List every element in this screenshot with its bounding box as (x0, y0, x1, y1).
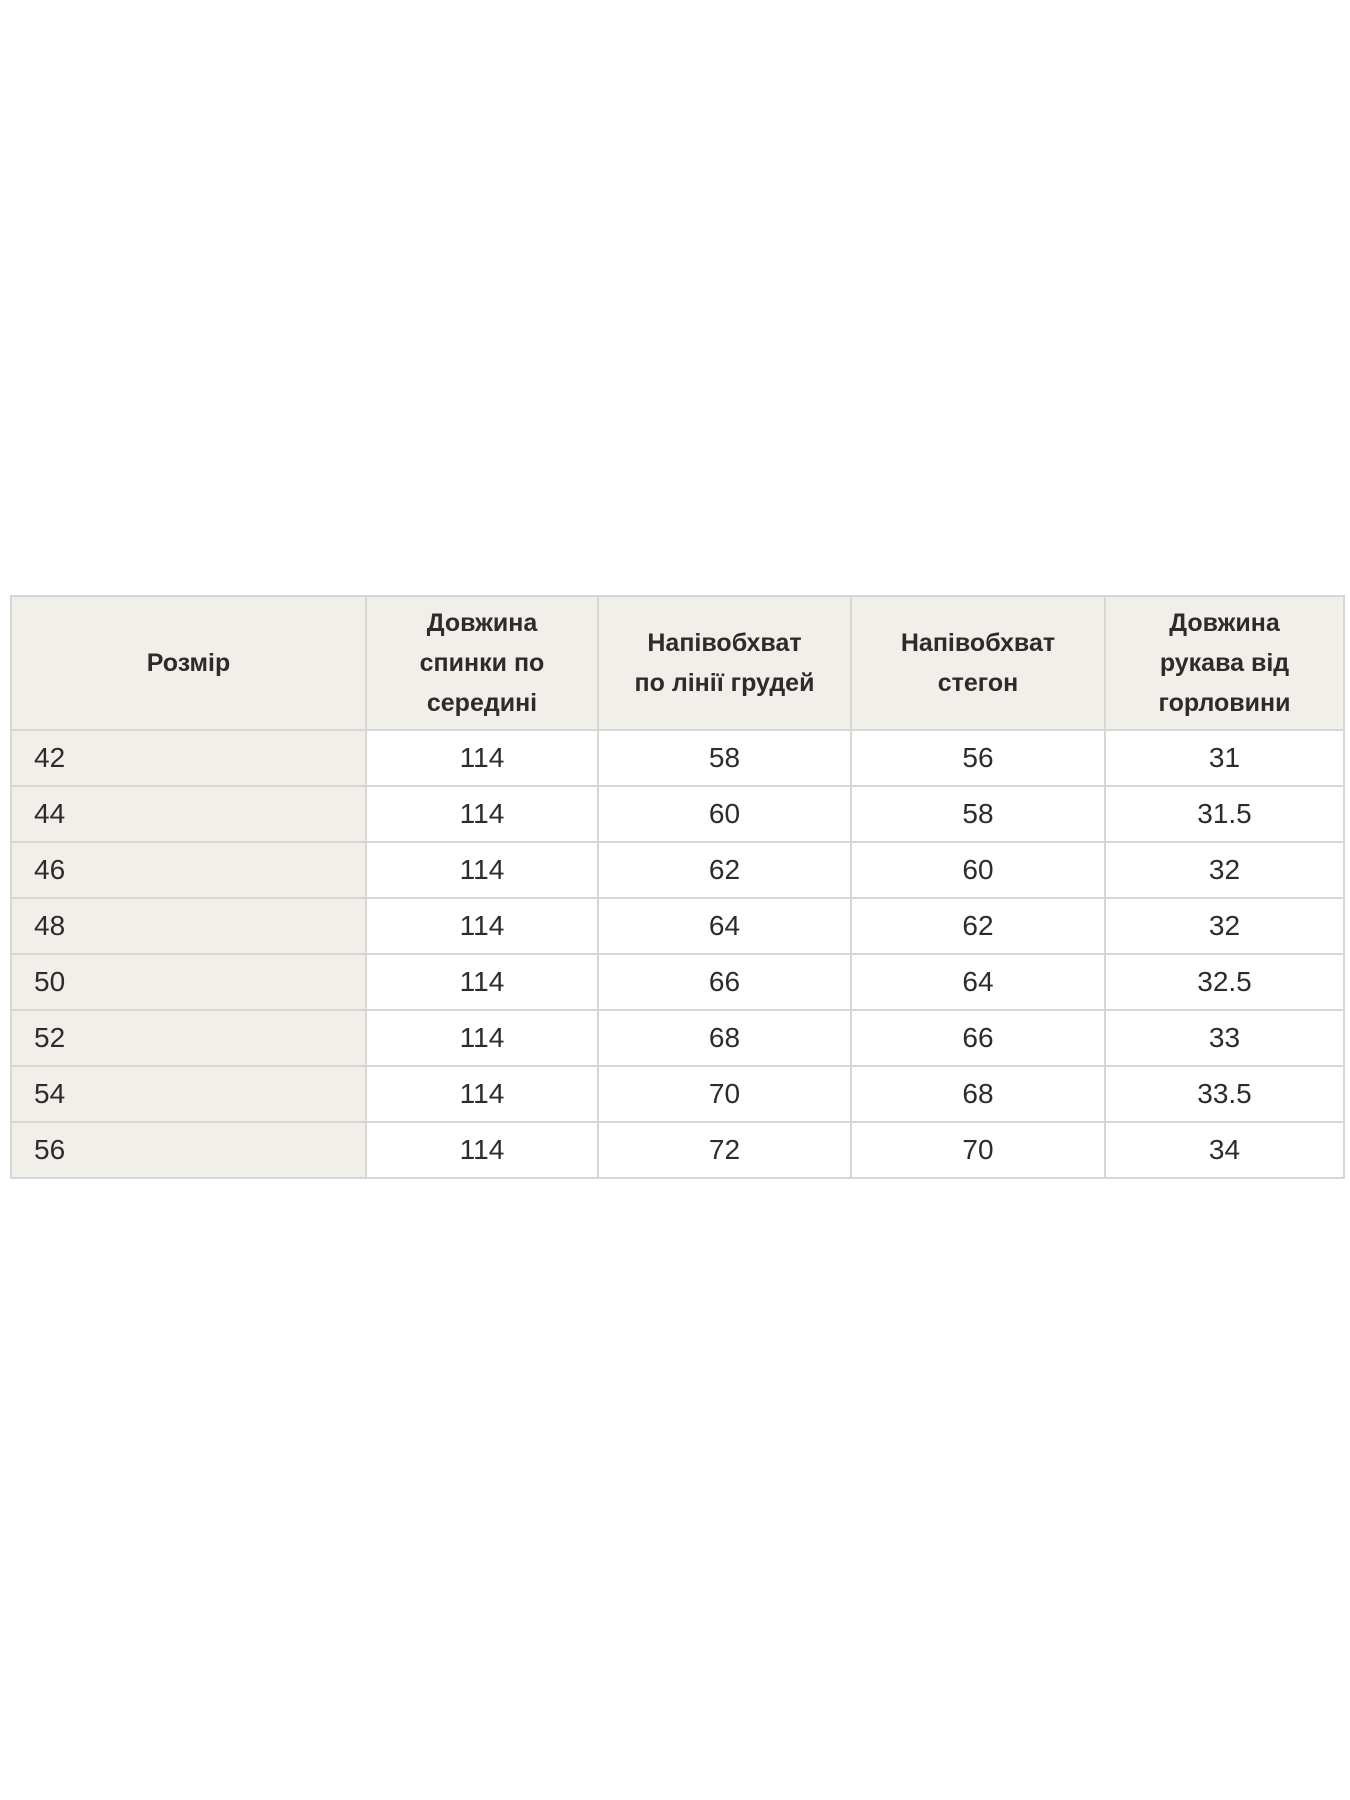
table-row: 56 114 72 70 34 (10, 1121, 1345, 1179)
size-cell: 42 (10, 729, 367, 787)
header-cell-half-hips: Напівобхват стегон (850, 595, 1106, 731)
size-cell: 50 (10, 953, 367, 1011)
size-cell: 52 (10, 1009, 367, 1067)
half-chest-cell: 58 (597, 729, 852, 787)
size-chart-table: Розмір Довжина спинки по середині Напіво… (10, 595, 1345, 1179)
table-row: 42 114 58 56 31 (10, 729, 1345, 787)
table-row: 46 114 62 60 32 (10, 841, 1345, 899)
half-hips-cell: 66 (850, 1009, 1106, 1067)
sleeve-length-cell: 34 (1104, 1121, 1345, 1179)
sleeve-length-cell: 32.5 (1104, 953, 1345, 1011)
sleeve-length-cell: 32 (1104, 841, 1345, 899)
header-cell-back-length: Довжина спинки по середині (365, 595, 599, 731)
back-length-cell: 114 (365, 953, 599, 1011)
back-length-cell: 114 (365, 897, 599, 955)
half-chest-cell: 66 (597, 953, 852, 1011)
size-cell: 54 (10, 1065, 367, 1123)
size-cell: 48 (10, 897, 367, 955)
table-row: 44 114 60 58 31.5 (10, 785, 1345, 843)
sleeve-length-cell: 31 (1104, 729, 1345, 787)
header-cell-sleeve-length: Довжина рукава від горловини (1104, 595, 1345, 731)
table-row: 52 114 68 66 33 (10, 1009, 1345, 1067)
half-chest-cell: 70 (597, 1065, 852, 1123)
back-length-cell: 114 (365, 841, 599, 899)
back-length-cell: 114 (365, 1009, 599, 1067)
sleeve-length-cell: 32 (1104, 897, 1345, 955)
half-chest-cell: 64 (597, 897, 852, 955)
half-hips-cell: 70 (850, 1121, 1106, 1179)
back-length-cell: 114 (365, 1065, 599, 1123)
table-row: 50 114 66 64 32.5 (10, 953, 1345, 1011)
half-chest-cell: 62 (597, 841, 852, 899)
sleeve-length-cell: 31.5 (1104, 785, 1345, 843)
half-hips-cell: 58 (850, 785, 1106, 843)
half-hips-cell: 62 (850, 897, 1106, 955)
back-length-cell: 114 (365, 785, 599, 843)
header-row: Розмір Довжина спинки по середині Напіво… (10, 595, 1345, 731)
half-hips-cell: 64 (850, 953, 1106, 1011)
size-cell: 44 (10, 785, 367, 843)
sleeve-length-cell: 33 (1104, 1009, 1345, 1067)
back-length-cell: 114 (365, 1121, 599, 1179)
back-length-cell: 114 (365, 729, 599, 787)
half-hips-cell: 56 (850, 729, 1106, 787)
header-cell-half-chest: Напівобхват по лінії грудей (597, 595, 852, 731)
size-cell: 56 (10, 1121, 367, 1179)
half-chest-cell: 72 (597, 1121, 852, 1179)
table-row: 48 114 64 62 32 (10, 897, 1345, 955)
half-hips-cell: 60 (850, 841, 1106, 899)
half-hips-cell: 68 (850, 1065, 1106, 1123)
size-cell: 46 (10, 841, 367, 899)
sleeve-length-cell: 33.5 (1104, 1065, 1345, 1123)
header-cell-size: Розмір (10, 595, 367, 731)
half-chest-cell: 68 (597, 1009, 852, 1067)
table-row: 54 114 70 68 33.5 (10, 1065, 1345, 1123)
half-chest-cell: 60 (597, 785, 852, 843)
